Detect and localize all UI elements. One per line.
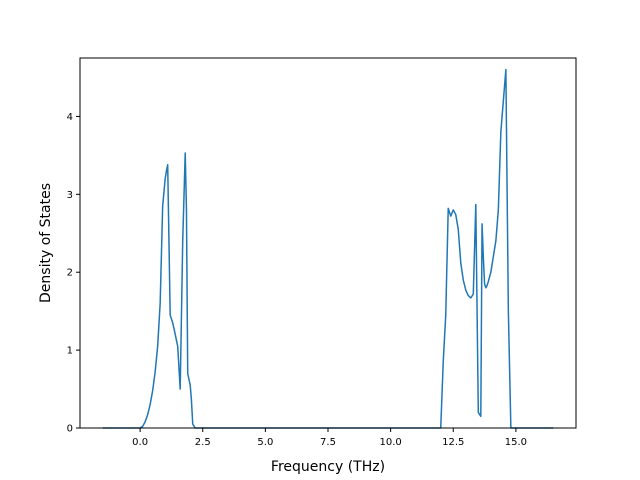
y-tick-label: 2 bbox=[67, 268, 73, 279]
y-axis-label: Density of States bbox=[38, 183, 54, 303]
x-tick-label: 5.0 bbox=[257, 437, 273, 448]
dos-series-line-0 bbox=[102, 68, 554, 429]
x-tick-label: 12.5 bbox=[442, 437, 464, 448]
y-tick-label: 1 bbox=[67, 346, 73, 357]
y-tick-label: 3 bbox=[67, 190, 73, 201]
x-axis-label: Frequency (THz) bbox=[271, 459, 385, 475]
plot-area bbox=[102, 68, 554, 429]
x-axis: 0.0 2.5 5.0 7.5 10.0 12.5 15.0 bbox=[132, 428, 527, 448]
x-tick-label: 2.5 bbox=[195, 437, 211, 448]
y-tick-label: 0 bbox=[67, 424, 73, 435]
x-tick-label: 0.0 bbox=[132, 437, 148, 448]
x-tick-label: 10.0 bbox=[379, 437, 401, 448]
x-tick-label: 7.5 bbox=[320, 437, 336, 448]
x-tick-label: 15.0 bbox=[505, 437, 527, 448]
y-axis: 0 1 2 3 4 bbox=[67, 112, 80, 435]
y-tick-label: 4 bbox=[67, 112, 73, 123]
